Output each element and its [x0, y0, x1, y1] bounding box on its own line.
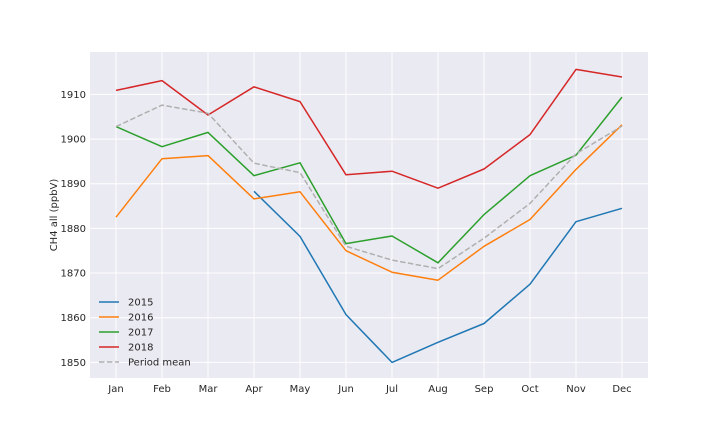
y-tick-label: 1910 — [61, 90, 86, 101]
y-axis-label: CH4 all (ppbV) — [49, 179, 60, 252]
y-tick-label: 1890 — [61, 179, 86, 190]
x-tick-label: Jun — [337, 384, 354, 395]
y-tick-label: 1870 — [61, 269, 86, 280]
y-tick-label: 1860 — [61, 313, 86, 324]
legend-label: 2016 — [128, 313, 153, 324]
legend-label: 2017 — [128, 328, 153, 339]
series-lines — [115, 68, 623, 364]
x-axis-ticks: Jan Feb Mar Apr May Jun Jul Aug Sep Oct Nov Dec — [107, 384, 631, 395]
series-line-3 — [115, 68, 623, 189]
x-tick-label: May — [290, 384, 311, 395]
y-tick-label: 1850 — [61, 358, 86, 369]
x-tick-label: Feb — [153, 384, 171, 395]
legend-label: Period mean — [128, 358, 191, 369]
plot-background — [90, 52, 648, 378]
series-line-2 — [115, 96, 623, 264]
x-tick-label: Aug — [428, 384, 448, 395]
legend: 2015 2016 2017 2018 Period mean — [99, 298, 191, 369]
legend-label: 2015 — [128, 298, 153, 309]
y-tick-label: 1900 — [61, 135, 86, 146]
legend-label: 2018 — [128, 343, 153, 354]
series-line-0 — [253, 190, 623, 364]
x-tick-label: Nov — [566, 384, 586, 395]
x-tick-label: Jan — [107, 384, 123, 395]
y-tick-label: 1880 — [61, 224, 86, 235]
x-tick-label: Mar — [199, 384, 219, 395]
y-axis-ticks: 1850 1860 1870 1880 1890 1900 1910 — [61, 90, 86, 369]
series-line-1 — [115, 124, 623, 281]
x-tick-label: Oct — [521, 384, 538, 395]
x-tick-label: Dec — [612, 384, 631, 395]
grid — [90, 52, 648, 378]
x-tick-label: Sep — [475, 384, 494, 395]
x-tick-label: Apr — [245, 384, 263, 395]
x-tick-label: Jul — [385, 384, 398, 395]
series-line-4 — [115, 104, 623, 270]
